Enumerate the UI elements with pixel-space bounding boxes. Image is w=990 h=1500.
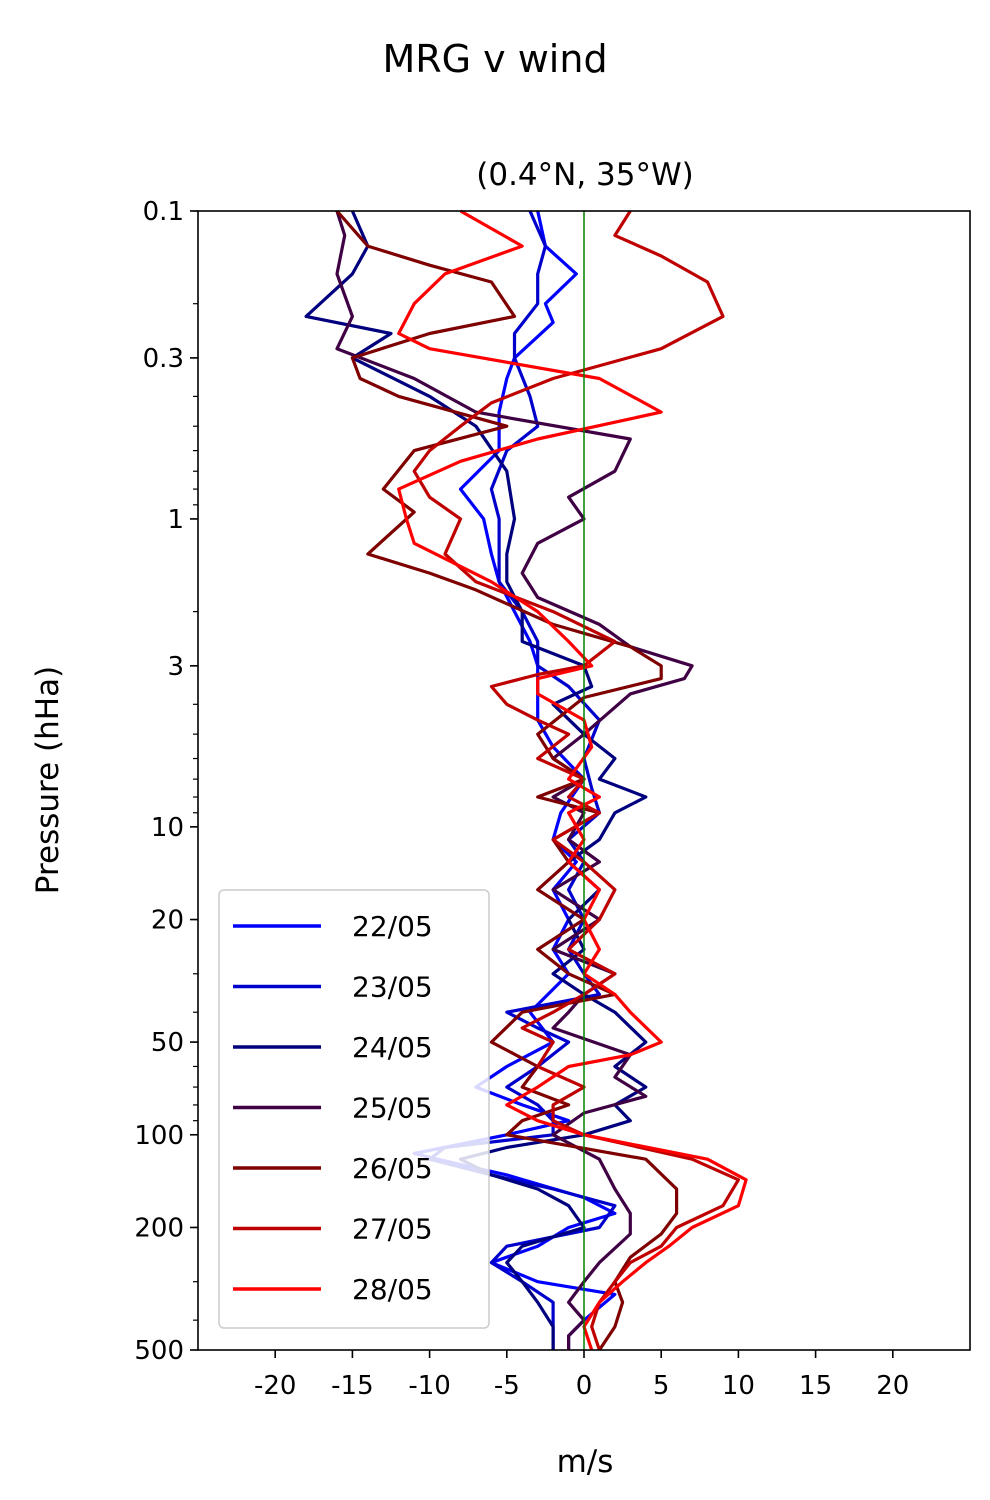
chart-subtitle: (0.4°N, 35°W): [476, 157, 693, 193]
y-tick-label: 50: [151, 1028, 184, 1058]
series-line-26-05: [335, 209, 679, 1351]
legend-label: 23/05: [352, 971, 433, 1004]
x-tick-label: 15: [799, 1371, 832, 1401]
x-tick-label: 20: [876, 1371, 909, 1401]
legend: 22/05 23/05 24/05 25/05 26/05 27/05 28/05: [218, 889, 490, 1329]
legend-box: [218, 889, 490, 1329]
x-tick-label: -20: [254, 1371, 296, 1401]
x-tick-label: 10: [722, 1371, 755, 1401]
y-axis-ticks: 0.1 0.3 1 3 10 20 50 100 200 500: [134, 197, 198, 1366]
y-tick-label: 20: [151, 906, 184, 936]
x-axis-label: m/s: [557, 1444, 614, 1480]
y-tick-label: 500: [134, 1336, 184, 1366]
y-tick-label: 1: [167, 505, 184, 535]
legend-label: 24/05: [352, 1031, 433, 1064]
chart-title: MRG v wind: [382, 37, 607, 81]
y-tick-label: 10: [151, 813, 184, 843]
x-axis-ticks: -20 -15 -10 -5 0 5 10 15 20: [254, 1350, 909, 1401]
y-tick-label: 3: [167, 652, 184, 682]
legend-label: 22/05: [352, 910, 433, 943]
y-tick-label: 0.1: [143, 197, 184, 227]
legend-label: 26/05: [352, 1152, 433, 1185]
legend-label: 28/05: [352, 1273, 433, 1306]
x-tick-label: 0: [576, 1371, 593, 1401]
x-tick-label: -15: [331, 1371, 373, 1401]
y-tick-label: 200: [134, 1213, 184, 1243]
x-tick-label: -10: [408, 1371, 450, 1401]
y-tick-label: 100: [134, 1121, 184, 1151]
x-tick-label: 5: [653, 1371, 670, 1401]
x-tick-label: -5: [494, 1371, 520, 1401]
y-axis-label: Pressure (hHa): [30, 666, 66, 894]
legend-label: 25/05: [352, 1092, 433, 1125]
y-tick-label: 0.3: [143, 344, 184, 374]
legend-label: 27/05: [352, 1213, 433, 1246]
